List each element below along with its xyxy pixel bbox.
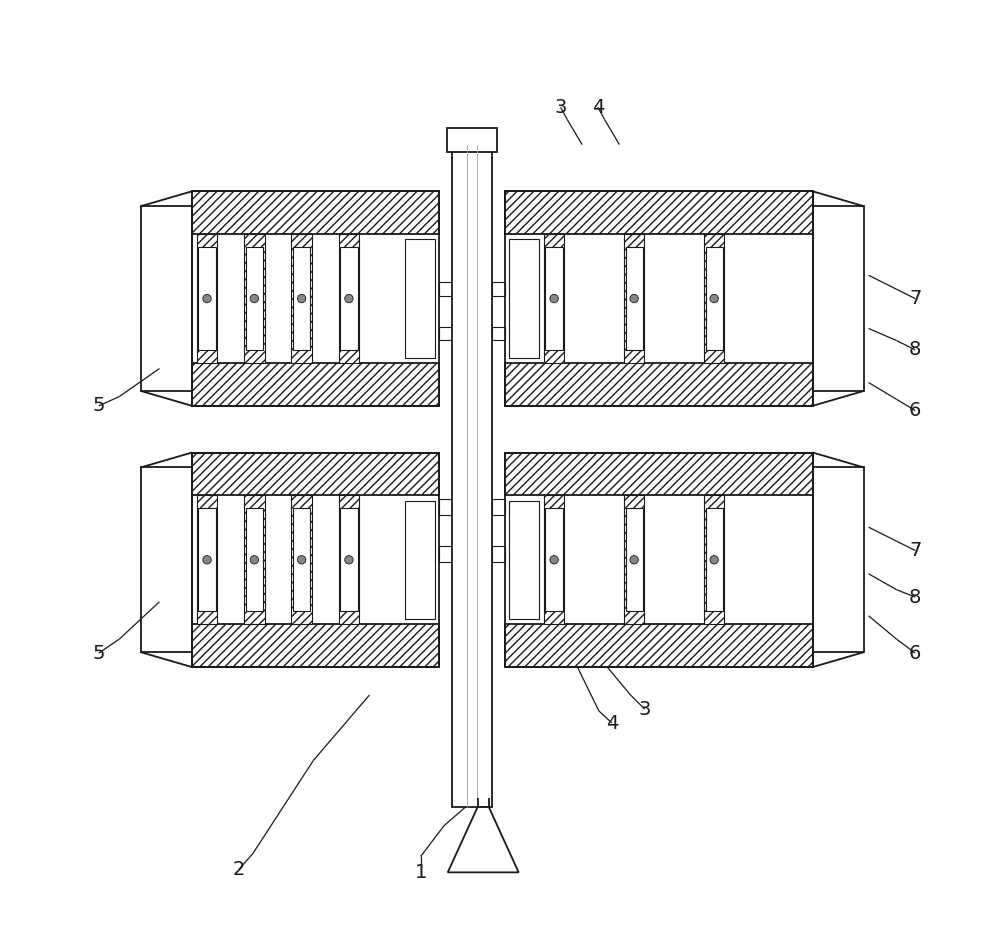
Bar bbox=[439, 499, 452, 515]
Bar bbox=[405, 501, 435, 619]
Bar bbox=[492, 499, 505, 515]
Bar bbox=[813, 206, 864, 391]
Bar bbox=[293, 247, 310, 350]
Bar bbox=[505, 624, 813, 667]
Bar bbox=[545, 508, 563, 611]
Text: 6: 6 bbox=[909, 644, 921, 662]
Text: 8: 8 bbox=[909, 588, 921, 606]
Circle shape bbox=[345, 295, 353, 302]
Bar bbox=[505, 453, 813, 495]
Circle shape bbox=[550, 555, 558, 564]
Bar bbox=[492, 546, 505, 562]
Circle shape bbox=[297, 295, 306, 302]
Circle shape bbox=[550, 295, 558, 302]
Text: 2: 2 bbox=[233, 860, 245, 879]
Bar bbox=[545, 247, 563, 350]
Bar bbox=[246, 247, 263, 350]
Bar bbox=[141, 467, 192, 652]
Bar bbox=[198, 247, 216, 350]
Circle shape bbox=[710, 295, 718, 302]
Circle shape bbox=[203, 555, 211, 564]
Bar bbox=[340, 247, 358, 350]
Bar bbox=[340, 508, 358, 611]
Bar bbox=[505, 191, 813, 234]
Bar bbox=[626, 508, 643, 611]
Bar bbox=[505, 234, 813, 363]
Bar bbox=[197, 234, 217, 363]
Bar bbox=[492, 282, 505, 296]
Bar bbox=[244, 495, 265, 624]
Bar bbox=[293, 508, 310, 611]
Text: 7: 7 bbox=[909, 289, 921, 308]
Bar bbox=[192, 191, 439, 406]
Bar bbox=[447, 128, 497, 151]
Bar bbox=[246, 508, 263, 611]
Bar bbox=[505, 363, 813, 406]
Circle shape bbox=[630, 555, 638, 564]
Bar bbox=[197, 495, 217, 624]
Bar bbox=[505, 495, 813, 624]
Bar bbox=[141, 206, 192, 391]
Bar bbox=[405, 240, 435, 357]
Bar bbox=[813, 467, 864, 652]
Bar bbox=[439, 282, 452, 296]
Text: 3: 3 bbox=[554, 98, 567, 117]
Bar bbox=[452, 145, 492, 807]
Bar bbox=[198, 508, 216, 611]
Bar bbox=[706, 247, 723, 350]
Bar bbox=[439, 327, 452, 340]
Bar bbox=[505, 453, 813, 667]
Bar bbox=[509, 501, 539, 619]
Bar bbox=[192, 234, 439, 363]
Circle shape bbox=[250, 295, 259, 302]
Circle shape bbox=[297, 555, 306, 564]
Text: 4: 4 bbox=[592, 98, 604, 117]
Bar bbox=[505, 191, 813, 406]
Circle shape bbox=[250, 555, 259, 564]
Bar bbox=[544, 495, 564, 624]
Bar bbox=[291, 495, 312, 624]
Bar bbox=[192, 453, 439, 667]
Bar bbox=[509, 240, 539, 357]
Bar bbox=[192, 624, 439, 667]
Text: 1: 1 bbox=[415, 863, 427, 882]
Bar bbox=[624, 234, 644, 363]
Text: 5: 5 bbox=[93, 644, 105, 662]
Bar bbox=[192, 495, 439, 624]
Bar bbox=[339, 234, 359, 363]
Bar bbox=[704, 495, 724, 624]
Bar bbox=[291, 234, 312, 363]
Bar bbox=[626, 247, 643, 350]
Text: 4: 4 bbox=[606, 714, 618, 732]
Bar bbox=[192, 453, 439, 495]
Text: 8: 8 bbox=[909, 341, 921, 359]
Bar bbox=[624, 495, 644, 624]
Circle shape bbox=[203, 295, 211, 302]
Bar bbox=[492, 327, 505, 340]
Text: 6: 6 bbox=[909, 401, 921, 420]
Circle shape bbox=[710, 555, 718, 564]
Bar bbox=[244, 234, 265, 363]
Bar bbox=[192, 191, 439, 234]
Polygon shape bbox=[448, 807, 519, 872]
Bar bbox=[706, 508, 723, 611]
Circle shape bbox=[345, 555, 353, 564]
Bar bbox=[704, 234, 724, 363]
Text: 7: 7 bbox=[909, 541, 921, 560]
Bar bbox=[339, 495, 359, 624]
Circle shape bbox=[630, 295, 638, 302]
Text: 3: 3 bbox=[638, 700, 651, 718]
Text: 5: 5 bbox=[93, 397, 105, 415]
Bar bbox=[192, 363, 439, 406]
Bar bbox=[439, 546, 452, 562]
Bar bbox=[544, 234, 564, 363]
